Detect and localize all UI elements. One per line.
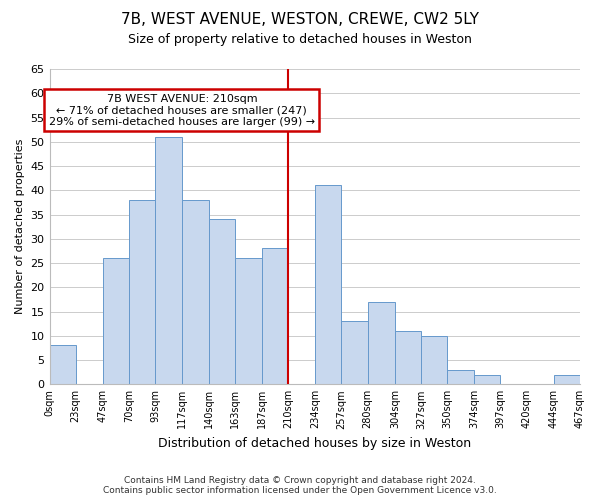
Y-axis label: Number of detached properties: Number of detached properties <box>15 139 25 314</box>
Bar <box>421 336 447 384</box>
Bar <box>103 258 129 384</box>
Bar <box>475 374 500 384</box>
Bar <box>368 302 395 384</box>
Bar <box>262 248 288 384</box>
Bar <box>209 220 235 384</box>
Text: 7B WEST AVENUE: 210sqm
← 71% of detached houses are smaller (247)
29% of semi-de: 7B WEST AVENUE: 210sqm ← 71% of detached… <box>49 94 315 127</box>
Bar <box>129 200 155 384</box>
Bar <box>395 331 421 384</box>
Bar <box>182 200 209 384</box>
Bar <box>155 137 182 384</box>
Text: Contains HM Land Registry data © Crown copyright and database right 2024.
Contai: Contains HM Land Registry data © Crown c… <box>103 476 497 495</box>
Bar <box>341 321 368 384</box>
Bar <box>447 370 475 384</box>
Bar <box>316 186 341 384</box>
Bar <box>50 346 76 385</box>
Text: 7B, WEST AVENUE, WESTON, CREWE, CW2 5LY: 7B, WEST AVENUE, WESTON, CREWE, CW2 5LY <box>121 12 479 28</box>
X-axis label: Distribution of detached houses by size in Weston: Distribution of detached houses by size … <box>158 437 472 450</box>
Bar <box>235 258 262 384</box>
Text: Size of property relative to detached houses in Weston: Size of property relative to detached ho… <box>128 32 472 46</box>
Bar <box>554 374 580 384</box>
